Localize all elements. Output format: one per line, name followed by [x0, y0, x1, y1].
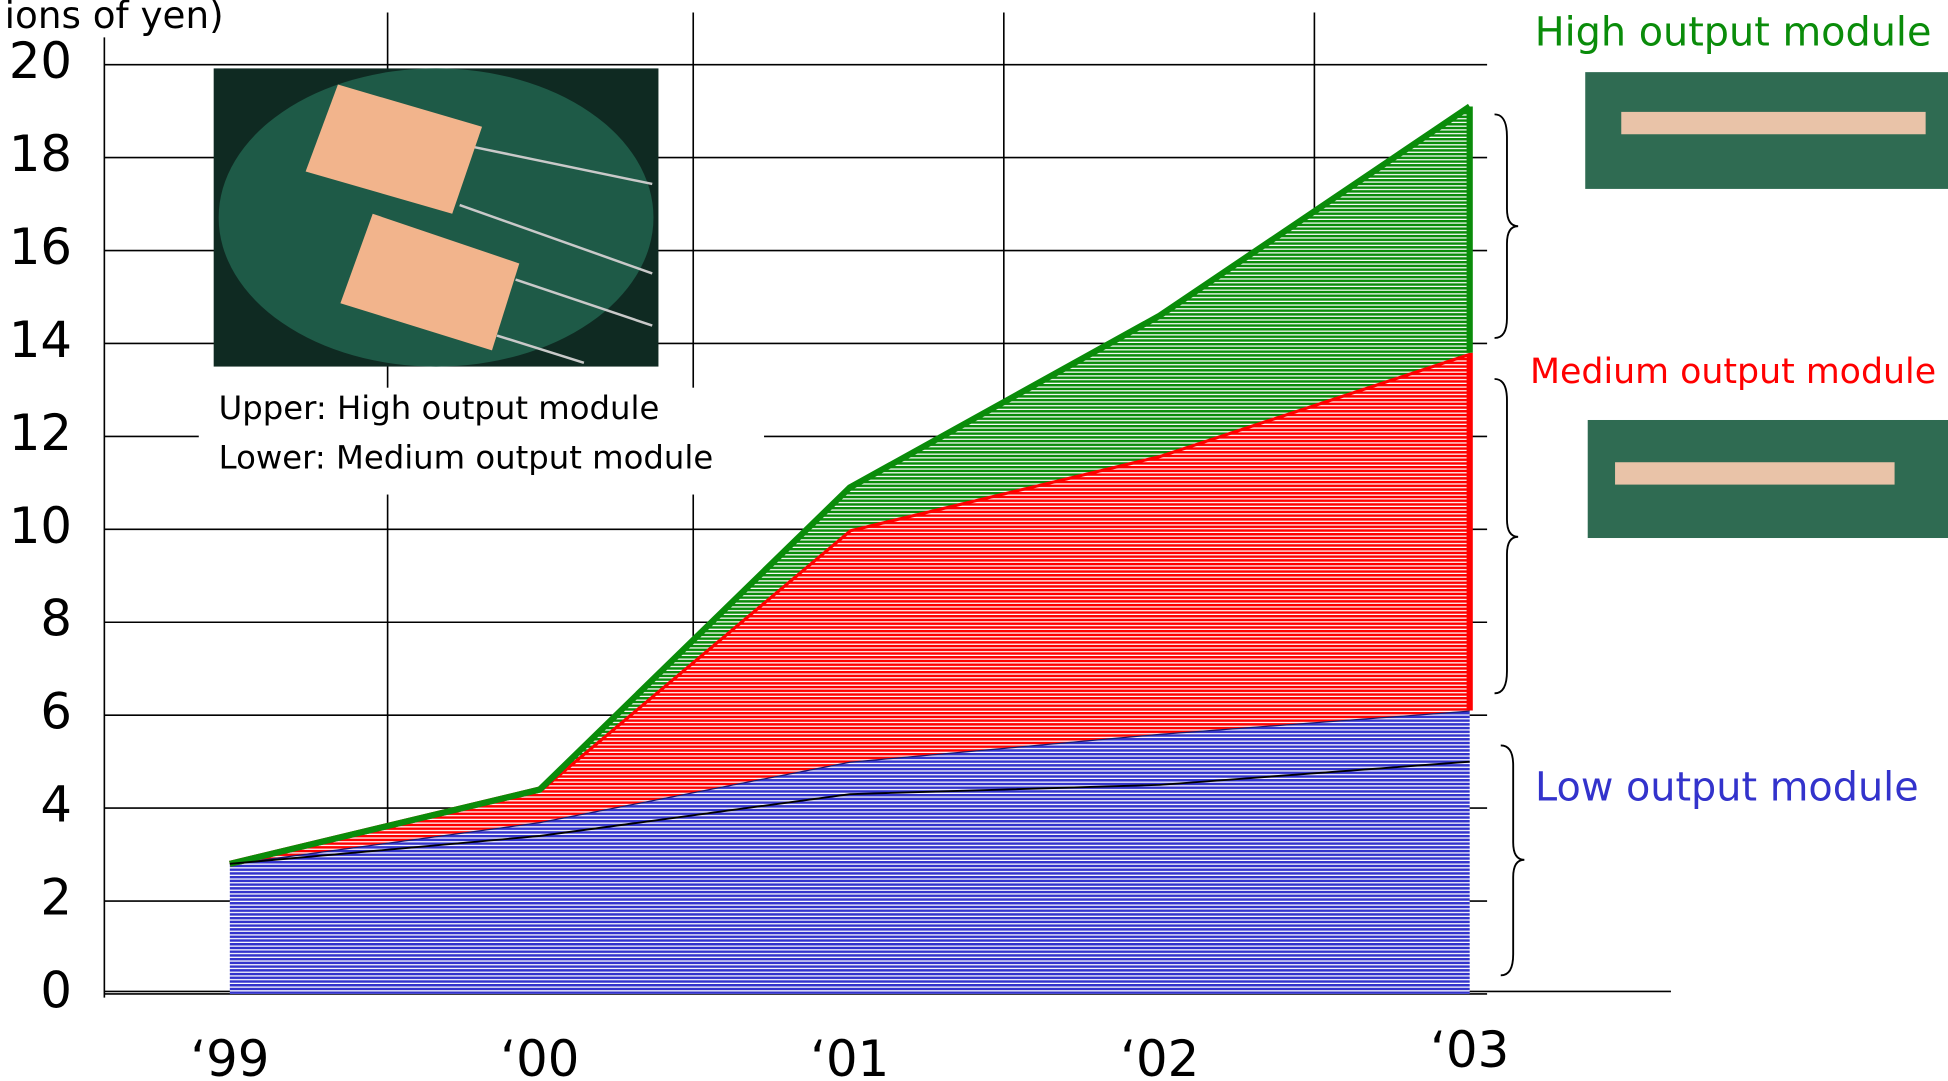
y-tick-label: 12 [9, 404, 72, 462]
y-tick-label: 16 [9, 218, 72, 276]
legend-entry: Low output module [1535, 765, 1919, 811]
x-tick-label: ‘03 [1430, 1021, 1509, 1079]
caption-line: Lower: Medium output module [219, 439, 714, 477]
y-tick-label: 0 [40, 961, 72, 1019]
y-tick-label: 2 [40, 869, 72, 927]
x-tick-label: ‘01 [810, 1030, 889, 1081]
y-tick-label: 14 [9, 311, 72, 369]
y-tick-label: 10 [9, 497, 72, 555]
brace [1501, 745, 1525, 975]
photo-module [1621, 112, 1925, 134]
y-tick-label: 20 [9, 32, 72, 90]
y-tick-label: 6 [40, 683, 72, 741]
y-tick-label: 4 [40, 776, 72, 834]
legend-entry: High output module [1535, 9, 1932, 55]
module-photos [1585, 72, 1948, 538]
caption-line: Upper: High output module [219, 389, 660, 427]
brace [1495, 114, 1519, 338]
y-tick-label: 8 [40, 590, 72, 648]
x-tick-label: ‘02 [1120, 1030, 1199, 1081]
brace [1495, 379, 1519, 693]
braces [1495, 114, 1525, 975]
chart: ions of yen) Upper: High output module L… [0, 0, 1948, 1081]
x-tick-label: ‘99 [190, 1030, 269, 1081]
y-tick-label: 18 [9, 125, 72, 183]
legend-entry: Medium output module [1530, 352, 1936, 392]
photo-module [1615, 462, 1895, 484]
inset-photo [214, 68, 659, 366]
x-tick-label: ‘00 [500, 1030, 579, 1081]
